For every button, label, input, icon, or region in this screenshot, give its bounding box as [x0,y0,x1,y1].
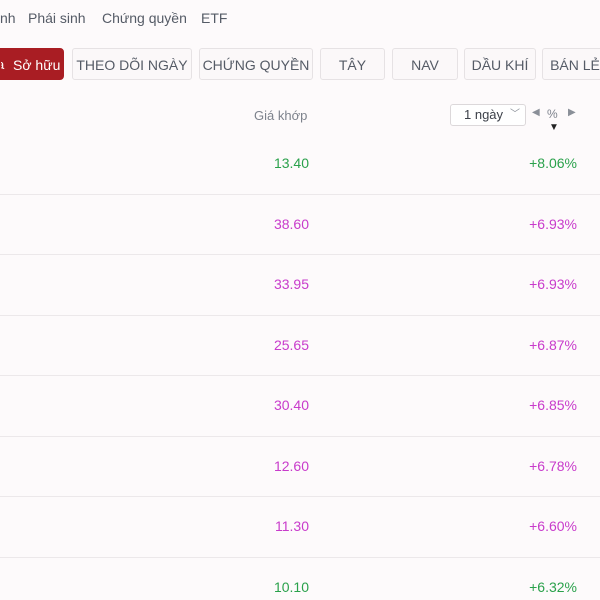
percent-change: +6.93% [529,276,577,292]
table-row[interactable]: 25.65 +6.87% [0,315,600,376]
chip-tay[interactable]: TÂY [320,48,385,80]
chip-owned-label: Sở hữu [13,57,61,73]
sort-desc-icon[interactable]: ▼ [549,122,559,133]
caret-left-icon[interactable]: ◀ [532,107,540,118]
chip-daily-watch[interactable]: THEO DÕI NGÀY [72,48,192,80]
nav-item-covered-warrants[interactable]: Chứng quyền [102,10,187,26]
matched-price: 12.60 [273,457,309,474]
percent-change: +6.60% [529,518,577,534]
percent-change: +6.78% [529,457,577,474]
matched-price: 25.65 [273,336,309,353]
matched-price: 30.40 [273,397,309,413]
table-row[interactable]: 11.30 +6.60% [0,497,600,558]
percent-change: +6.87% [529,336,577,353]
table-row[interactable]: 33.95 +6.93% [0,255,600,316]
chip-label: DẦU KHÍ [471,57,529,73]
table-row[interactable]: 13.40 +8.06% [0,134,600,195]
chip-label: TÂY [338,57,367,73]
nav-item-truncated[interactable]: nh [0,10,16,26]
chip-label: CHỨNG QUYỀN [202,57,310,73]
chip-nav[interactable]: NAV [392,48,458,80]
chip-label: BÁN LẺ [550,57,600,73]
matched-price: 33.95 [273,276,309,292]
caret-right-icon[interactable]: ▶ [568,107,576,118]
chip-label: THEO DÕI NGÀY [76,57,188,73]
nav-item-derivatives[interactable]: Phái sinh [28,10,86,26]
matched-price: 13.40 [273,155,309,171]
table-row[interactable]: 12.60 +6.78% [0,436,600,497]
matched-price: 10.10 [273,578,309,595]
stock-table-body: 13.40 +8.06% 38.60 +6.93% 33.95 +6.93% 2… [0,134,600,600]
chip-label: NAV [411,57,439,73]
chip-oil-gas[interactable]: DẦU KHÍ [464,48,536,80]
percent-change: +8.06% [529,155,577,171]
chevron-down-icon: ﹀ [510,109,520,120]
table-row[interactable]: 38.60 +6.93% [0,194,600,255]
table-row[interactable]: 10.10 +6.32% [0,557,600,600]
watchlist-filter-chips: a Sở hữu THEO DÕI NGÀY CHỨNG QUYỀN TÂY N… [0,48,600,82]
change-unit-label[interactable]: % [547,107,558,121]
market-category-nav: nh Phái sinh Chứng quyền ETF [0,0,600,36]
chip-owned[interactable]: a Sở hữu [0,48,64,80]
matched-price: 11.30 [275,518,309,534]
matched-price: 38.60 [273,215,309,232]
period-dropdown[interactable]: 1 ngày ﹀ [450,104,526,126]
period-value: 1 ngày [464,107,504,122]
percent-change: +6.85% [529,397,577,413]
percent-change: +6.93% [529,215,577,232]
chip-retail[interactable]: BÁN LẺ [542,48,600,80]
table-row[interactable]: 30.40 +6.85% [0,376,600,437]
price-column-header[interactable]: Giá khớp [254,108,308,123]
percent-change: +6.32% [529,578,577,595]
chip-owned-truncated-lead: a [1,49,4,79]
chip-covered-warrants[interactable]: CHỨNG QUYỀN [199,48,313,80]
nav-item-etf[interactable]: ETF [201,10,228,26]
